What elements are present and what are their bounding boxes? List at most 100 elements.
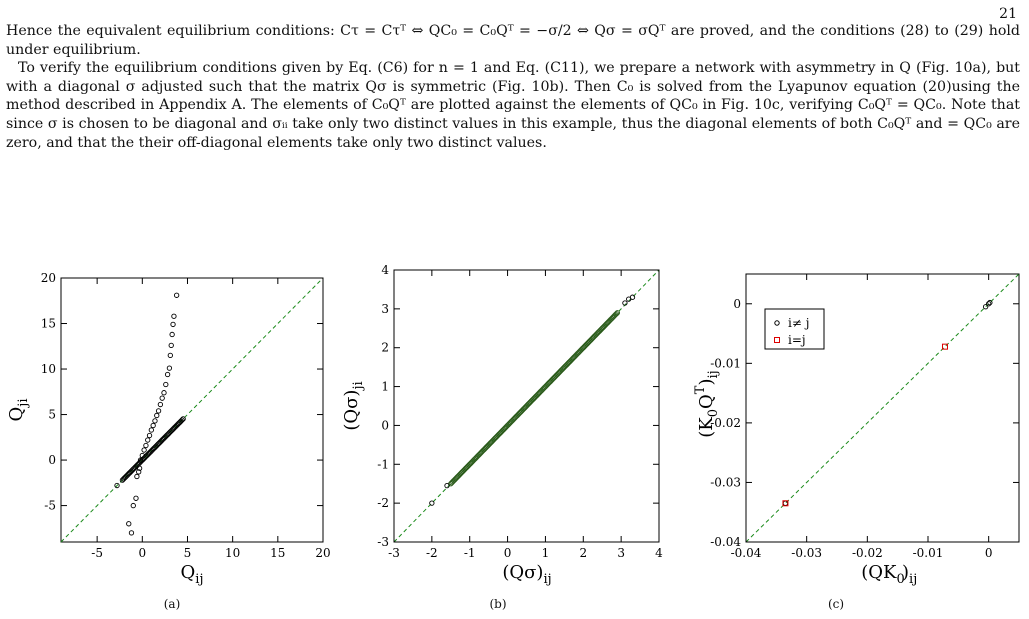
data-point xyxy=(128,468,134,475)
data-point xyxy=(475,452,481,459)
data-point xyxy=(495,432,501,438)
data-point xyxy=(171,425,178,431)
data-point xyxy=(524,402,531,408)
data-point xyxy=(178,418,184,424)
y-tick-label: 5 xyxy=(48,408,56,422)
data-point xyxy=(545,381,551,387)
data-point xyxy=(462,466,468,472)
paragraph-1: Hence the equivalent equilibrium conditi… xyxy=(6,23,1020,58)
data-point xyxy=(609,314,616,321)
data-point xyxy=(565,360,571,366)
data-point xyxy=(557,368,564,374)
data-point xyxy=(603,321,609,328)
data-point xyxy=(139,452,145,459)
data-point xyxy=(429,500,435,506)
data-point xyxy=(487,440,494,446)
data-point xyxy=(454,474,461,480)
data-point xyxy=(177,419,183,425)
data-point xyxy=(161,390,167,396)
data-point xyxy=(168,342,174,349)
data-point xyxy=(549,377,555,383)
data-point xyxy=(558,367,565,373)
y-tick-label: -0.01 xyxy=(710,356,741,370)
caption-c: (c) xyxy=(827,597,845,611)
data-point xyxy=(498,429,504,435)
data-point xyxy=(499,428,505,434)
data-point xyxy=(492,435,498,441)
data-point xyxy=(136,469,142,475)
data-point xyxy=(569,356,575,363)
data-point xyxy=(134,462,141,468)
data-point xyxy=(148,427,154,433)
data-point xyxy=(142,454,148,460)
data-point xyxy=(126,521,132,527)
data-point xyxy=(153,443,159,449)
data-point xyxy=(522,404,529,410)
data-point xyxy=(578,347,585,353)
data-point xyxy=(502,425,508,431)
data-point xyxy=(471,456,478,463)
data-point xyxy=(532,394,538,400)
data-point xyxy=(567,358,573,364)
data-point xyxy=(448,481,454,487)
data-point xyxy=(496,431,502,437)
data-point xyxy=(593,331,600,337)
data-point xyxy=(547,379,553,385)
x-tick-label: -0.02 xyxy=(852,546,883,560)
data-point xyxy=(556,369,563,375)
data-point xyxy=(605,319,611,326)
data-point xyxy=(132,464,139,470)
data-point xyxy=(497,430,503,436)
data-point xyxy=(592,332,599,338)
data-point xyxy=(510,416,516,423)
data-point xyxy=(477,450,483,457)
data-point xyxy=(589,336,595,342)
data-point xyxy=(136,461,142,467)
data-point xyxy=(512,415,518,421)
data-point xyxy=(164,432,170,438)
data-point xyxy=(180,416,186,422)
data-point xyxy=(469,458,476,465)
data-point xyxy=(175,421,181,428)
data-point xyxy=(572,353,578,360)
data-point xyxy=(155,441,161,447)
x-axis-label: )ij xyxy=(902,562,917,587)
data-point xyxy=(564,361,570,367)
x-tick-label: 0 xyxy=(138,546,146,560)
data-point xyxy=(782,500,789,507)
data-point xyxy=(941,343,948,350)
data-point xyxy=(151,445,157,452)
plot-frame xyxy=(745,273,1020,543)
data-point xyxy=(577,347,584,354)
data-point xyxy=(519,408,525,414)
data-point xyxy=(600,324,606,330)
data-point xyxy=(574,351,580,358)
data-point xyxy=(168,428,174,434)
data-point xyxy=(460,468,466,474)
data-point xyxy=(583,342,589,348)
paragraph-2: To verify the equilibrium conditions giv… xyxy=(6,60,1020,151)
data-point xyxy=(451,477,458,483)
data-point xyxy=(571,354,577,361)
data-point xyxy=(563,362,569,368)
data-point xyxy=(145,451,152,457)
data-point xyxy=(131,465,138,471)
data-point xyxy=(459,469,465,475)
data-point xyxy=(504,422,511,429)
data-point xyxy=(602,322,608,329)
data-point xyxy=(629,294,636,300)
data-point xyxy=(467,461,473,467)
data-point xyxy=(466,462,472,468)
data-point xyxy=(614,310,621,316)
data-point xyxy=(586,339,592,345)
data-point xyxy=(150,446,156,453)
data-point xyxy=(163,433,169,440)
x-tick-label: -0.04 xyxy=(731,546,762,560)
x-tick-label: 5 xyxy=(184,546,192,560)
data-point xyxy=(546,380,552,386)
data-point xyxy=(143,442,149,449)
data-point xyxy=(140,456,146,462)
data-point xyxy=(518,409,524,415)
data-point xyxy=(507,419,514,426)
plot-frame xyxy=(393,269,660,543)
